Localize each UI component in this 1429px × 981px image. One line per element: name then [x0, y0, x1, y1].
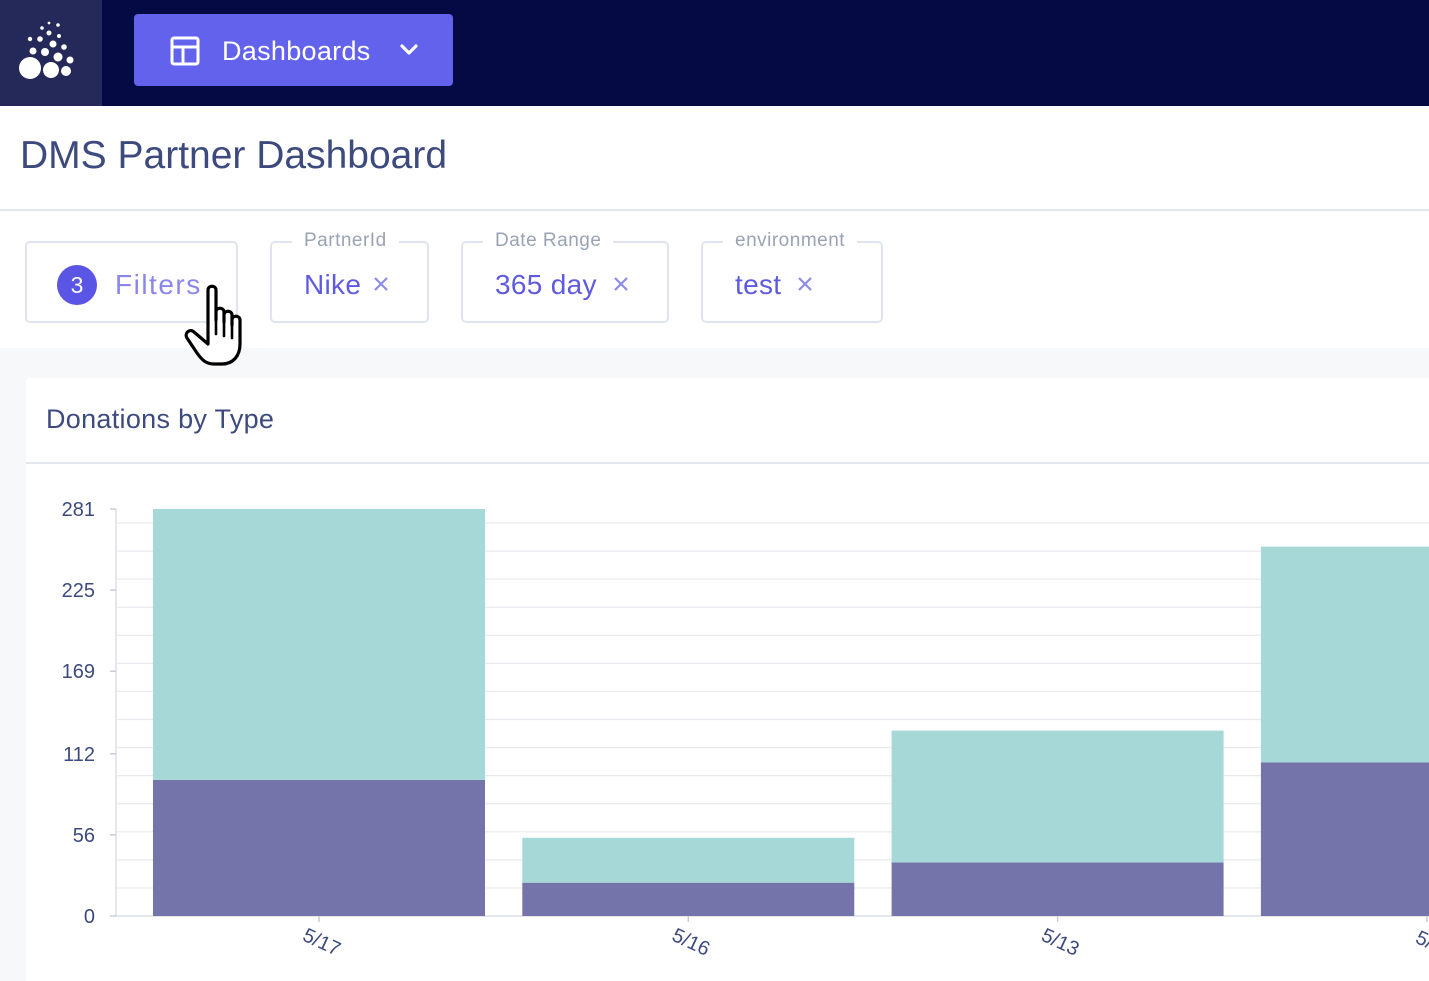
- dashboards-menu-button[interactable]: Dashboards: [134, 14, 453, 86]
- filters-button[interactable]: 3 Filters: [25, 241, 238, 323]
- bar-segment: [153, 509, 485, 780]
- page-header: DMS Partner Dashboard: [0, 106, 1429, 211]
- dashboards-label: Dashboards: [222, 36, 371, 66]
- bar-segment: [1260, 762, 1429, 916]
- filter-chip-legend: environment: [723, 230, 858, 252]
- bar-segment: [891, 862, 1224, 916]
- filter-chip-legend: PartnerId: [292, 230, 399, 252]
- layout-icon: [170, 36, 200, 66]
- y-tick-label: 225: [62, 580, 95, 602]
- chart-card: Donations by Type 0 56 112 169 225 281 5/17 5/1…: [26, 378, 1429, 981]
- bar-segment: [891, 730, 1224, 863]
- y-tick-label: 56: [73, 825, 95, 847]
- x-tick-label: 5/17: [299, 924, 344, 960]
- card-divider: [26, 462, 1429, 464]
- donations-bar-chart: 0 56 112 169 225 281 5/17 5/16 5/13 5/1: [62, 499, 1429, 961]
- chevron-down-icon: [400, 44, 418, 55]
- bar-segment: [522, 837, 855, 883]
- bar-segment: [1260, 546, 1429, 763]
- dots-logo-icon: [19, 21, 74, 79]
- filter-chip-partnerid[interactable]: PartnerId Nike: [270, 230, 429, 323]
- y-tick-label: 281: [62, 499, 95, 521]
- close-icon[interactable]: [797, 276, 813, 292]
- bar-segment: [522, 882, 855, 916]
- y-tick-label: 169: [62, 661, 95, 683]
- y-tick-label: 112: [63, 744, 95, 766]
- filter-chip-value: test: [735, 269, 782, 300]
- y-tick-label: 0: [84, 906, 95, 928]
- x-tick-label: 5/1: [1412, 927, 1429, 959]
- filter-bar: 3 Filters PartnerId Nike Date Range 365 …: [0, 212, 1429, 348]
- filter-count-badge: 3: [57, 265, 97, 305]
- filter-chip-legend: Date Range: [483, 230, 614, 252]
- filter-chip-value: 365 day: [495, 269, 597, 300]
- filter-chip-environment[interactable]: environment test: [701, 230, 883, 323]
- close-icon[interactable]: [613, 276, 629, 292]
- filters-label: Filters: [115, 269, 202, 300]
- x-tick-label: 5/16: [669, 924, 714, 960]
- close-icon[interactable]: [373, 276, 389, 292]
- card-title: Donations by Type: [46, 404, 275, 434]
- app-logo[interactable]: [0, 0, 102, 106]
- page-title: DMS Partner Dashboard: [20, 134, 448, 177]
- top-navbar: Dashboards: [0, 0, 1429, 106]
- x-tick-label: 5/13: [1038, 924, 1083, 960]
- pointer-hand-cursor-icon: [184, 284, 242, 366]
- filter-chip-date-range[interactable]: Date Range 365 day: [461, 230, 669, 323]
- filter-chip-value: Nike: [304, 269, 362, 300]
- bar-segment: [153, 779, 485, 916]
